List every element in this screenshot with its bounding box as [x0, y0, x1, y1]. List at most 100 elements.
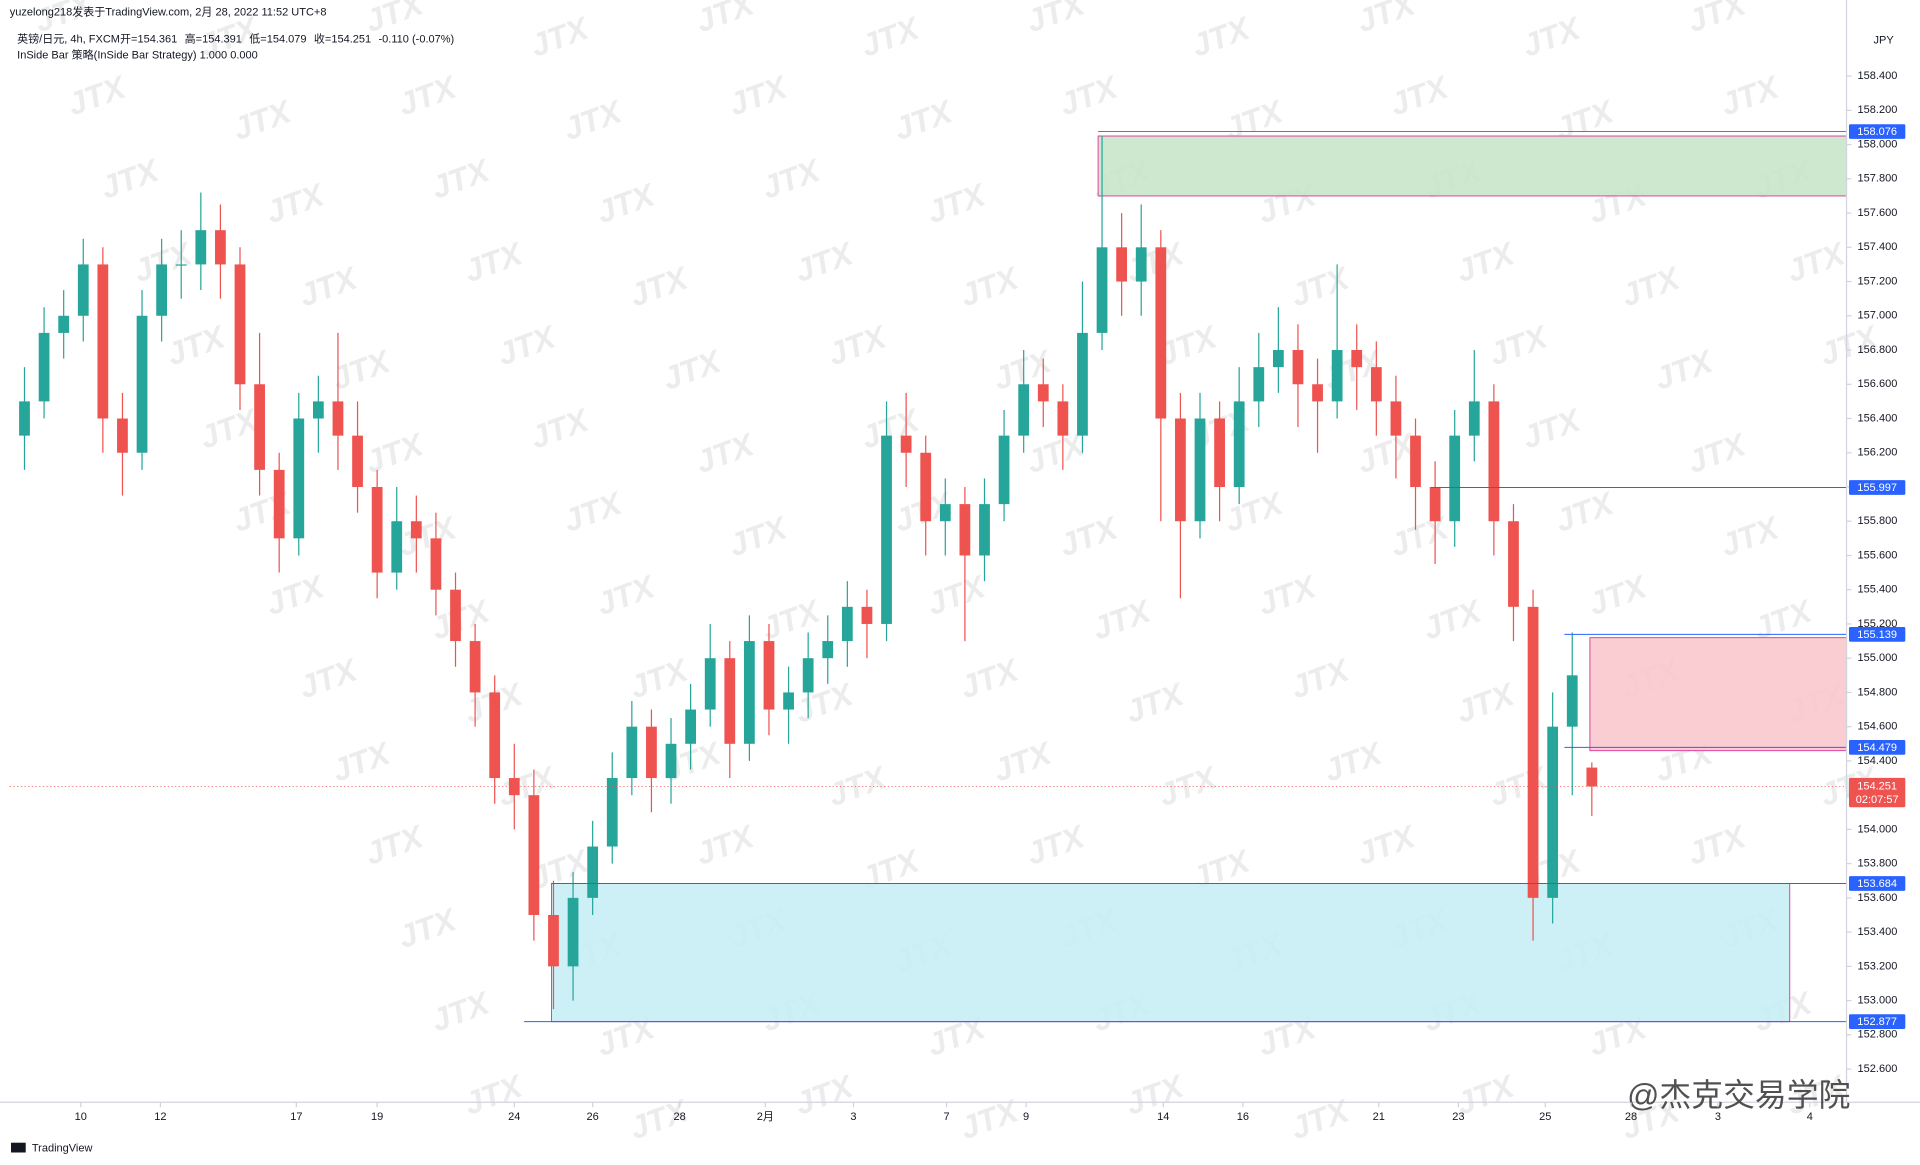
y-tick-label: 158.400: [1858, 70, 1898, 82]
candle-body: [1037, 384, 1049, 402]
y-tick-label: 155.000: [1858, 652, 1898, 664]
y-tick-label: 157.400: [1858, 241, 1898, 253]
x-tick-label: 2月: [757, 1111, 774, 1123]
candle-body: [1547, 726, 1559, 898]
x-tick-label: 25: [1539, 1111, 1551, 1123]
candle-body: [1312, 384, 1323, 402]
strategy: InSide Bar 策略(InSide Bar Strategy) 1.000…: [17, 47, 258, 61]
last-price-box: [1848, 777, 1906, 808]
level-label: 158.076: [1857, 126, 1897, 138]
y-tick-label: 157.600: [1858, 207, 1898, 219]
candle-body: [704, 658, 716, 710]
ohlc-header: 开=154.361 高=154.391 低=154.079 收=154.251 -0.1…: [120, 31, 454, 45]
corner-watermark: @杰克交易学院: [1627, 1077, 1850, 1113]
candle-body: [1429, 486, 1441, 522]
candle-body: [1586, 767, 1598, 787]
publisher: yuzelong218发表于TradingView.com, 2月 28, 20…: [10, 4, 327, 18]
level-label-box: [1848, 124, 1906, 139]
x-tick-label: 4: [1807, 1111, 1813, 1123]
y-tick-label: 157.000: [1858, 310, 1898, 322]
x-tick-label: 10: [75, 1111, 87, 1123]
candle-body: [959, 504, 971, 556]
x-tick-label: 3: [850, 1111, 856, 1123]
y-tick-label: 153.600: [1858, 892, 1898, 904]
level-label: 153.684: [1857, 878, 1897, 890]
candle-body: [1370, 367, 1382, 402]
ohlc-value: -0.110 (-0.07%): [379, 33, 455, 45]
x-tick-label: 14: [1157, 1111, 1169, 1123]
plot: [9, 131, 1848, 1023]
y-tick-label: 152.800: [1858, 1029, 1898, 1041]
zone: [1589, 637, 1848, 752]
candle-body: [136, 315, 148, 453]
x-tick-label: 23: [1452, 1111, 1464, 1123]
candle-body: [1233, 401, 1245, 487]
candle-body: [1272, 350, 1284, 368]
zone: [551, 883, 1791, 1023]
candle-body: [312, 401, 324, 419]
last-price-label: 154.251: [1857, 780, 1897, 792]
level-label: 152.877: [1857, 1016, 1897, 1028]
candle-body: [763, 641, 775, 710]
y-tick-label: 158.000: [1858, 138, 1898, 150]
ohlc-value: 低=154.079: [249, 32, 306, 45]
candle-body: [822, 641, 834, 659]
ohlc-value: 高=154.391: [185, 31, 242, 45]
y-tick-label: 156.800: [1858, 344, 1898, 356]
candle-body: [97, 264, 109, 419]
candle-body: [371, 486, 383, 573]
candle-body: [1566, 675, 1578, 727]
y-tick-label: 154.400: [1858, 755, 1898, 767]
y-tick-label: 153.000: [1858, 995, 1898, 1007]
candle-body: [881, 435, 892, 624]
symbol: 英镑/日元, 4h, FXCM: [17, 31, 120, 45]
candle-body: [215, 230, 226, 265]
candle-body: [802, 658, 814, 693]
y-tick-label: 157.800: [1858, 173, 1898, 185]
candle-body: [1116, 247, 1128, 282]
y-tick-label: 153.400: [1858, 926, 1898, 938]
y-tick-label: 154.600: [1858, 721, 1898, 733]
y-tick-label: 156.200: [1858, 447, 1898, 459]
y-tick-label: 156.600: [1858, 378, 1898, 390]
candle-body: [900, 435, 912, 453]
candle-body: [38, 332, 50, 402]
candle-body: [1331, 350, 1343, 402]
candle-body: [175, 264, 187, 266]
x-tick-label: 17: [290, 1111, 302, 1123]
level-label-box: [1848, 876, 1906, 891]
candle-body: [489, 692, 501, 779]
candle-body: [391, 521, 403, 573]
candle-body: [1214, 418, 1225, 487]
y-tick-label: 153.800: [1858, 858, 1898, 870]
candle-body: [528, 795, 540, 915]
y-tick-label: 155.400: [1858, 584, 1898, 596]
candle-body: [1018, 384, 1030, 436]
y-tick-label: 154.800: [1858, 686, 1898, 698]
y-tick-label: 153.200: [1858, 960, 1898, 972]
candle-body: [1488, 401, 1500, 522]
candle-body: [19, 401, 30, 436]
candle-body: [646, 726, 657, 779]
level-label: 154.479: [1857, 742, 1897, 754]
x-tick-label: 12: [154, 1111, 166, 1123]
tv-logo: [11, 1142, 26, 1153]
candle-body: [1390, 401, 1402, 436]
candle-body: [1468, 401, 1480, 436]
candle-body: [1253, 367, 1265, 402]
candle-body: [58, 315, 70, 333]
candle-body: [352, 435, 363, 487]
level-label-box: [1848, 627, 1906, 642]
countdown: 02:07:57: [1856, 794, 1899, 806]
candle-body: [1135, 247, 1147, 282]
candle-body: [1508, 521, 1519, 607]
candle-body: [626, 726, 638, 779]
candle-body: [1351, 350, 1363, 368]
zone: [1097, 135, 1848, 197]
level-label: 155.139: [1857, 629, 1897, 641]
candle-body: [273, 469, 285, 539]
candle-body: [939, 504, 951, 522]
y-tick-label: 152.600: [1858, 1063, 1898, 1075]
candle-body: [744, 641, 755, 744]
